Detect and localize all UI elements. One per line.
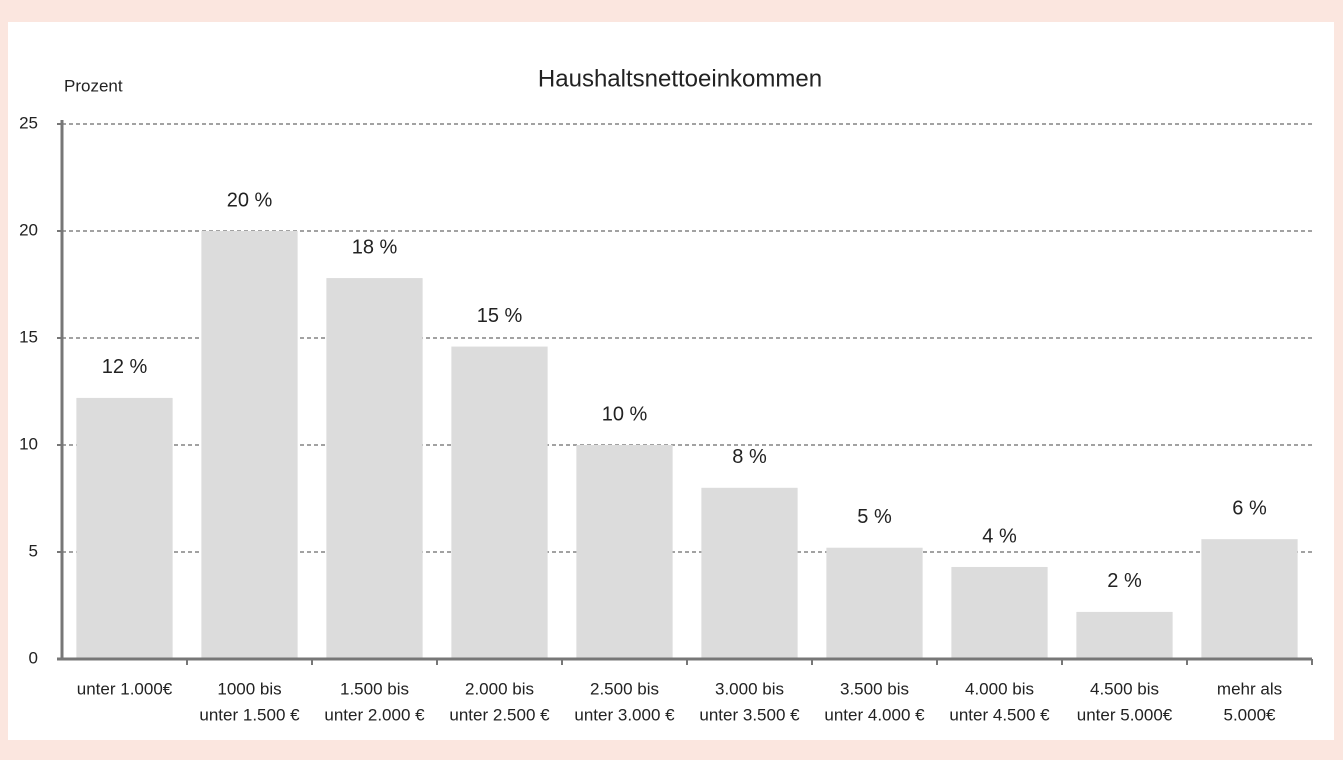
value-label: 12 % <box>102 356 148 378</box>
value-label: 15 % <box>477 305 523 327</box>
x-tick-label: unter 2.500 € <box>449 705 550 724</box>
bar <box>201 231 298 659</box>
chart-title: Haushaltsnettoeinkommen <box>538 65 822 92</box>
y-tick-label: 0 <box>29 648 38 667</box>
x-tick-label: 3.500 bis <box>840 679 909 698</box>
value-label: 2 % <box>1107 570 1142 592</box>
value-label: 4 % <box>982 525 1017 547</box>
y-tick-label: 25 <box>19 113 38 132</box>
bar <box>451 346 548 659</box>
x-tick-label: 5.000€ <box>1224 705 1277 724</box>
y-tick-label: 20 <box>19 220 38 239</box>
value-label: 10 % <box>602 403 648 425</box>
x-tick-label: 2.000 bis <box>465 679 534 698</box>
bar <box>1076 611 1173 659</box>
x-tick-label: unter 1.000€ <box>77 679 173 698</box>
bar <box>701 487 798 659</box>
x-tick-label: unter 3.500 € <box>699 705 800 724</box>
bar <box>326 278 423 659</box>
x-tick-label: unter 2.000 € <box>324 705 425 724</box>
y-tick-label: 10 <box>19 434 38 453</box>
x-tick-label: mehr als <box>1217 679 1282 698</box>
value-label: 18 % <box>352 236 398 258</box>
bar <box>1201 539 1298 659</box>
x-tick-label: 4.500 bis <box>1090 679 1159 698</box>
bar <box>951 566 1048 659</box>
bar <box>826 547 923 659</box>
bar <box>76 397 173 659</box>
value-label: 8 % <box>732 446 767 468</box>
x-tick-label: unter 1.500 € <box>199 705 300 724</box>
y-axis-label: Prozent <box>64 76 123 95</box>
x-tick-label: 4.000 bis <box>965 679 1034 698</box>
x-tick-label: 1000 bis <box>217 679 281 698</box>
x-tick-label: unter 4.500 € <box>949 705 1050 724</box>
y-tick-label: 5 <box>29 541 38 560</box>
x-tick-label: 3.000 bis <box>715 679 784 698</box>
x-tick-label: unter 5.000€ <box>1077 705 1173 724</box>
y-tick-label: 15 <box>19 327 38 346</box>
bar <box>576 445 673 659</box>
value-label: 5 % <box>857 506 892 528</box>
x-tick-label: unter 3.000 € <box>574 705 675 724</box>
x-tick-label: 2.500 bis <box>590 679 659 698</box>
value-label: 6 % <box>1232 497 1267 519</box>
value-label: 20 % <box>227 189 273 211</box>
x-tick-label: unter 4.000 € <box>824 705 925 724</box>
x-tick-label: 1.500 bis <box>340 679 409 698</box>
